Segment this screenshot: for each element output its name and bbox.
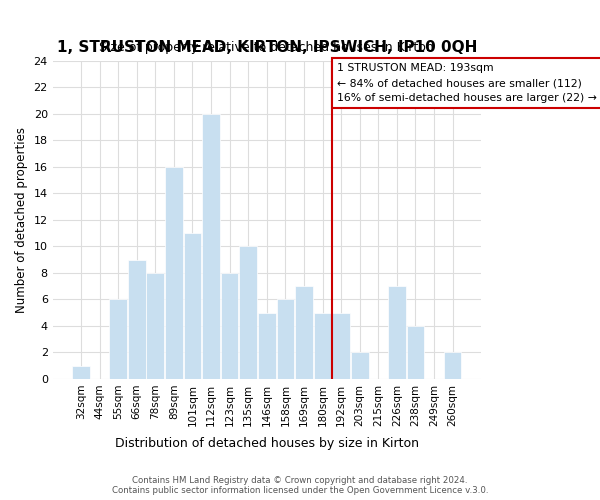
Bar xyxy=(146,273,164,379)
Text: Size of property relative to detached houses in Kirton: Size of property relative to detached ho… xyxy=(100,42,434,54)
Bar xyxy=(239,246,257,379)
Bar xyxy=(388,286,406,379)
Bar xyxy=(221,273,238,379)
Bar xyxy=(184,233,201,379)
X-axis label: Distribution of detached houses by size in Kirton: Distribution of detached houses by size … xyxy=(115,437,419,450)
Bar xyxy=(128,260,146,379)
Bar xyxy=(258,312,275,379)
Text: Contains HM Land Registry data © Crown copyright and database right 2024.
Contai: Contains HM Land Registry data © Crown c… xyxy=(112,476,488,495)
Y-axis label: Number of detached properties: Number of detached properties xyxy=(15,127,28,313)
Bar xyxy=(314,312,331,379)
Bar xyxy=(72,366,90,379)
Bar xyxy=(202,114,220,379)
Bar xyxy=(332,312,350,379)
Bar xyxy=(165,167,183,379)
Title: 1, STRUSTON MEAD, KIRTON, IPSWICH, IP10 0QH: 1, STRUSTON MEAD, KIRTON, IPSWICH, IP10 … xyxy=(56,40,477,56)
Bar xyxy=(277,300,294,379)
Bar xyxy=(444,352,461,379)
Bar xyxy=(295,286,313,379)
Bar xyxy=(109,300,127,379)
Text: 1 STRUSTON MEAD: 193sqm
← 84% of detached houses are smaller (112)
16% of semi-d: 1 STRUSTON MEAD: 193sqm ← 84% of detache… xyxy=(337,64,598,103)
Bar xyxy=(407,326,424,379)
Bar xyxy=(351,352,368,379)
